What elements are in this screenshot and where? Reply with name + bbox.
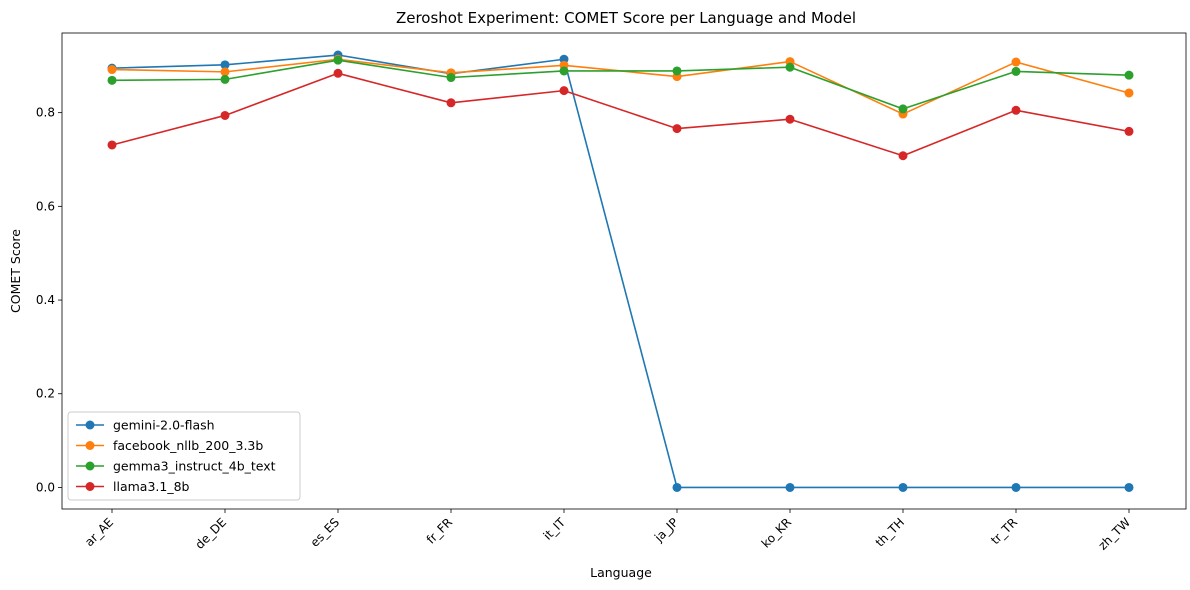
legend-frame bbox=[67, 411, 301, 501]
chart-title: Zeroshot Experiment: COMET Score per Lan… bbox=[396, 9, 856, 27]
legend: gemini-2.0-flash facebook_nllb_200_3.3bge… bbox=[67, 411, 301, 501]
data-point bbox=[672, 482, 682, 492]
data-point bbox=[898, 151, 908, 161]
data-point bbox=[898, 482, 908, 492]
y-tick-label: 0.0 bbox=[36, 480, 55, 494]
legend-swatch-marker bbox=[85, 461, 95, 471]
data-point bbox=[559, 66, 569, 76]
legend-label: gemma3_instruct_4b_text bbox=[113, 459, 276, 474]
data-point bbox=[446, 98, 456, 108]
data-point bbox=[1011, 57, 1021, 67]
legend-swatch-marker bbox=[85, 441, 95, 450]
legend-label: facebook_nllb_200_3.3b bbox=[113, 438, 263, 453]
x-tick-label: es_ES bbox=[308, 515, 343, 550]
data-point bbox=[1124, 482, 1134, 492]
data-point bbox=[220, 67, 230, 77]
x-axis: ar_AE de_DE es_ES fr_FR it_IT ja_JP ko_KR th_TH… bbox=[82, 509, 1133, 553]
series-line bbox=[111, 54, 1129, 489]
y-tick-label: 0.2 bbox=[36, 387, 55, 401]
y-axis: 0.0 0.2 0.4 0.6 0.8 bbox=[36, 106, 62, 494]
data-point bbox=[446, 73, 456, 83]
series-layer bbox=[107, 50, 1134, 492]
y-tick-label: 0.6 bbox=[36, 199, 55, 213]
data-point bbox=[559, 86, 569, 96]
data-point bbox=[1011, 482, 1021, 492]
data-point bbox=[785, 482, 795, 492]
x-tick-label: it_IT bbox=[541, 515, 569, 543]
series-line bbox=[111, 58, 1130, 115]
x-tick-label: fr_FR bbox=[424, 515, 455, 546]
x-tick-label: ja_JP bbox=[651, 515, 681, 545]
data-point bbox=[672, 124, 682, 134]
data-point bbox=[898, 104, 908, 114]
y-tick-label: 0.4 bbox=[36, 293, 55, 307]
data-point bbox=[1011, 66, 1021, 76]
data-point bbox=[107, 140, 117, 150]
x-tick-label: ko_KR bbox=[759, 515, 794, 550]
x-axis-label: Language bbox=[590, 565, 652, 580]
data-point bbox=[1124, 88, 1134, 98]
x-tick-label: tr_TR bbox=[988, 515, 1020, 547]
y-axis-label: COMET Score bbox=[8, 229, 23, 313]
data-point bbox=[107, 65, 117, 75]
y-tick-label: 0.8 bbox=[36, 106, 55, 120]
series-2 bbox=[107, 55, 1134, 114]
legend-label: llama3.1_8b bbox=[113, 479, 190, 494]
data-point bbox=[333, 68, 343, 78]
series-3 bbox=[107, 68, 1134, 161]
data-point bbox=[785, 114, 795, 124]
data-point bbox=[220, 60, 230, 70]
data-point bbox=[1124, 126, 1134, 136]
data-point bbox=[220, 110, 230, 120]
data-point bbox=[333, 55, 343, 65]
series-line bbox=[111, 59, 1130, 110]
data-point bbox=[1124, 70, 1134, 80]
legend-swatch-marker bbox=[85, 482, 95, 491]
x-tick-label: ar_AE bbox=[82, 515, 116, 549]
series-line bbox=[111, 72, 1130, 157]
legend-label: gemini-2.0-flash bbox=[113, 418, 215, 433]
x-tick-label: de_DE bbox=[192, 515, 229, 552]
data-point bbox=[1011, 105, 1021, 115]
legend-swatch-marker bbox=[85, 420, 95, 430]
x-tick-label: th_TH bbox=[873, 515, 907, 549]
data-point bbox=[785, 62, 795, 72]
data-point bbox=[220, 74, 230, 84]
x-tick-label: zh_TW bbox=[1096, 515, 1134, 553]
plot-frame bbox=[61, 32, 1187, 510]
data-point bbox=[107, 75, 117, 85]
data-point bbox=[672, 66, 682, 76]
